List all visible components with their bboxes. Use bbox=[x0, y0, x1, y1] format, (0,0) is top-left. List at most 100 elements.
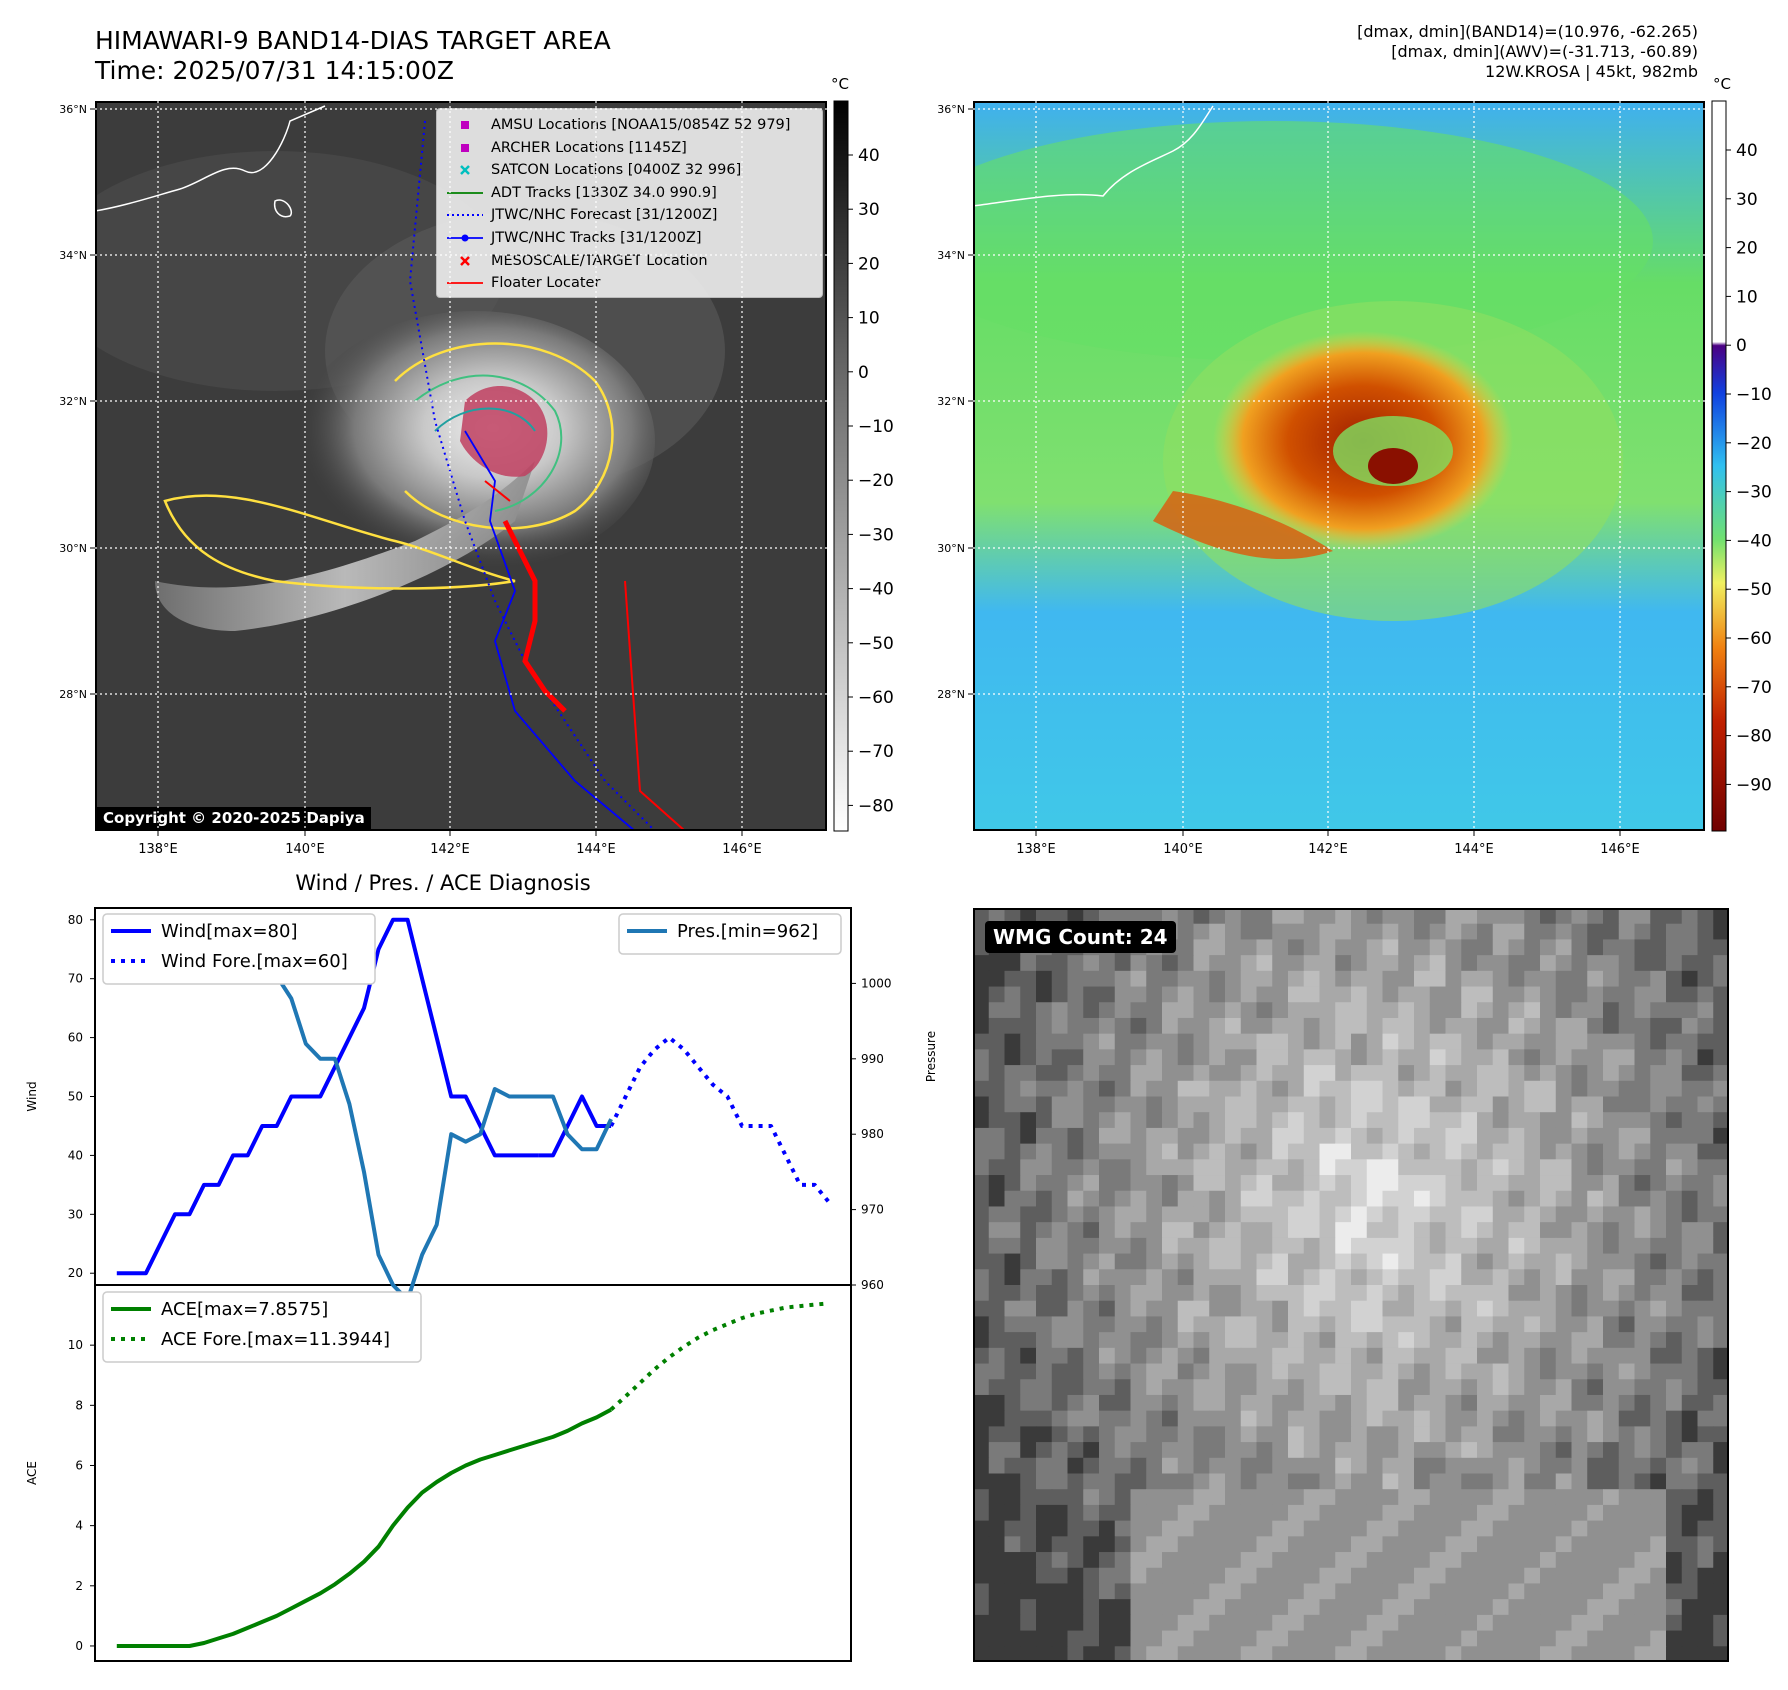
wmg-cell bbox=[1492, 1190, 1509, 1207]
wmg-cell bbox=[1555, 1646, 1572, 1663]
wmg-cell bbox=[1130, 1017, 1147, 1035]
ir-lat-label: 32°N bbox=[59, 395, 87, 408]
wmg-cell bbox=[1524, 1410, 1541, 1427]
wmg-cell bbox=[1288, 1332, 1305, 1349]
wmg-cell bbox=[1571, 1614, 1588, 1632]
wmg-cell bbox=[1618, 986, 1635, 1003]
wmg-cell bbox=[1351, 1394, 1368, 1412]
wmg-cell bbox=[1303, 1080, 1320, 1097]
wmg-cell bbox=[1508, 955, 1525, 972]
wmg-cell bbox=[1587, 1410, 1604, 1427]
wmg-cell bbox=[1193, 1347, 1210, 1365]
wmg-cell bbox=[1634, 908, 1651, 925]
wmg-cell bbox=[1366, 970, 1383, 988]
wmg-cell bbox=[1209, 1065, 1226, 1082]
wmg-cell bbox=[1272, 939, 1289, 956]
wmg-cell bbox=[1256, 1567, 1273, 1584]
wmg-cell bbox=[1288, 1300, 1305, 1317]
wmg-cell bbox=[1382, 1504, 1399, 1522]
wmg-cell bbox=[1524, 1536, 1541, 1553]
ir-colorbar-label: 10 bbox=[858, 309, 880, 329]
wmg-cell bbox=[1162, 1363, 1179, 1380]
wmg-cell bbox=[1508, 1426, 1525, 1443]
wmg-cell bbox=[1555, 1630, 1572, 1647]
wmg-cell bbox=[1508, 1520, 1525, 1537]
wmg-cell bbox=[1508, 1473, 1525, 1490]
wmg-cell bbox=[973, 1442, 990, 1459]
legend-swatch bbox=[447, 191, 483, 194]
wmg-cell bbox=[1618, 1599, 1635, 1616]
wmg-cell bbox=[1414, 1017, 1431, 1035]
wmg-cell bbox=[1067, 1536, 1084, 1553]
wmg-cell bbox=[1114, 1489, 1131, 1506]
wmg-cell bbox=[1067, 1630, 1084, 1647]
wmg-cell bbox=[1587, 1504, 1604, 1522]
wmg-cell bbox=[1571, 1536, 1588, 1553]
wmg-cell bbox=[1020, 1379, 1037, 1396]
wmg-cell bbox=[1067, 1253, 1084, 1270]
wmg-cell bbox=[1445, 1332, 1462, 1349]
wmg-cell bbox=[1587, 1457, 1604, 1474]
wmg-cell bbox=[1634, 1065, 1651, 1082]
wmg-cell bbox=[1666, 1285, 1683, 1302]
wmg-cell bbox=[1461, 1363, 1478, 1380]
wmg-cell bbox=[1540, 1269, 1557, 1286]
wmg-cell bbox=[1083, 1583, 1100, 1600]
wmg-cell bbox=[1713, 1049, 1730, 1066]
wmg-cell bbox=[1445, 1049, 1462, 1066]
wmg-cell bbox=[1036, 1159, 1053, 1176]
wmg-cell bbox=[1508, 1363, 1525, 1380]
wmg-cell bbox=[1256, 908, 1273, 925]
wmg-cell bbox=[1193, 1394, 1210, 1412]
wmg-cell bbox=[973, 1394, 990, 1412]
wmg-cell bbox=[1209, 1646, 1226, 1663]
wmg-cell bbox=[1587, 1206, 1604, 1223]
wmg-cell bbox=[1288, 1473, 1305, 1490]
wmg-cell bbox=[973, 1300, 990, 1317]
wmg-cell bbox=[1618, 1379, 1635, 1396]
wmg-cell bbox=[973, 1269, 990, 1286]
wmg-cell bbox=[1209, 1017, 1226, 1035]
wmg-cell bbox=[988, 1410, 1005, 1427]
wmg-cell bbox=[1303, 1253, 1320, 1270]
wmg-cell bbox=[1398, 1316, 1415, 1333]
wmg-cell bbox=[1130, 1316, 1147, 1333]
wmg-cell bbox=[1209, 1457, 1226, 1474]
wmg-cell bbox=[1587, 1159, 1604, 1176]
wmg-cell bbox=[1067, 970, 1084, 988]
wmg-cell bbox=[1414, 1426, 1431, 1443]
legend-swatch bbox=[460, 255, 470, 266]
wmg-cell bbox=[1540, 1473, 1557, 1490]
wmg-cell bbox=[1020, 1080, 1037, 1097]
wmg-cell bbox=[1461, 1206, 1478, 1223]
wmg-cell bbox=[1225, 1017, 1242, 1035]
wmg-cell bbox=[973, 1630, 990, 1647]
wmg-cell bbox=[1256, 1332, 1273, 1349]
wmg-cell bbox=[1099, 1379, 1116, 1396]
wmg-cell bbox=[1303, 986, 1320, 1003]
wmg-cell bbox=[1713, 1143, 1730, 1160]
wmg-cell bbox=[1429, 1017, 1446, 1035]
wmg-cell bbox=[1634, 1316, 1651, 1333]
wmg-cell bbox=[1366, 1489, 1383, 1506]
wmg-cell bbox=[1445, 1504, 1462, 1522]
wmg-cell bbox=[1083, 1159, 1100, 1176]
wmg-cell bbox=[1020, 1206, 1037, 1223]
wmg-cell bbox=[1351, 1630, 1368, 1647]
wmg-cell bbox=[1177, 955, 1194, 972]
wmg-cell bbox=[1508, 1332, 1525, 1349]
wmg-cell bbox=[1130, 1630, 1147, 1647]
wmg-cell bbox=[1099, 1473, 1116, 1490]
wmg-cell bbox=[1713, 1175, 1730, 1192]
wmg-cell bbox=[1303, 1457, 1320, 1474]
wmg-cell bbox=[1492, 1520, 1509, 1537]
wmg-cell bbox=[1083, 1504, 1100, 1522]
wmg-cell bbox=[1382, 1552, 1399, 1569]
wmg-cell bbox=[1067, 1379, 1084, 1396]
wmg-cell bbox=[1508, 1143, 1525, 1160]
wmg-cell bbox=[1587, 1316, 1604, 1333]
wmg-cell bbox=[1319, 1316, 1336, 1333]
wmg-count-badge: WMG Count: 24 bbox=[985, 921, 1176, 953]
wmg-cell bbox=[1272, 1112, 1289, 1129]
wmg-cell bbox=[1083, 1237, 1100, 1255]
